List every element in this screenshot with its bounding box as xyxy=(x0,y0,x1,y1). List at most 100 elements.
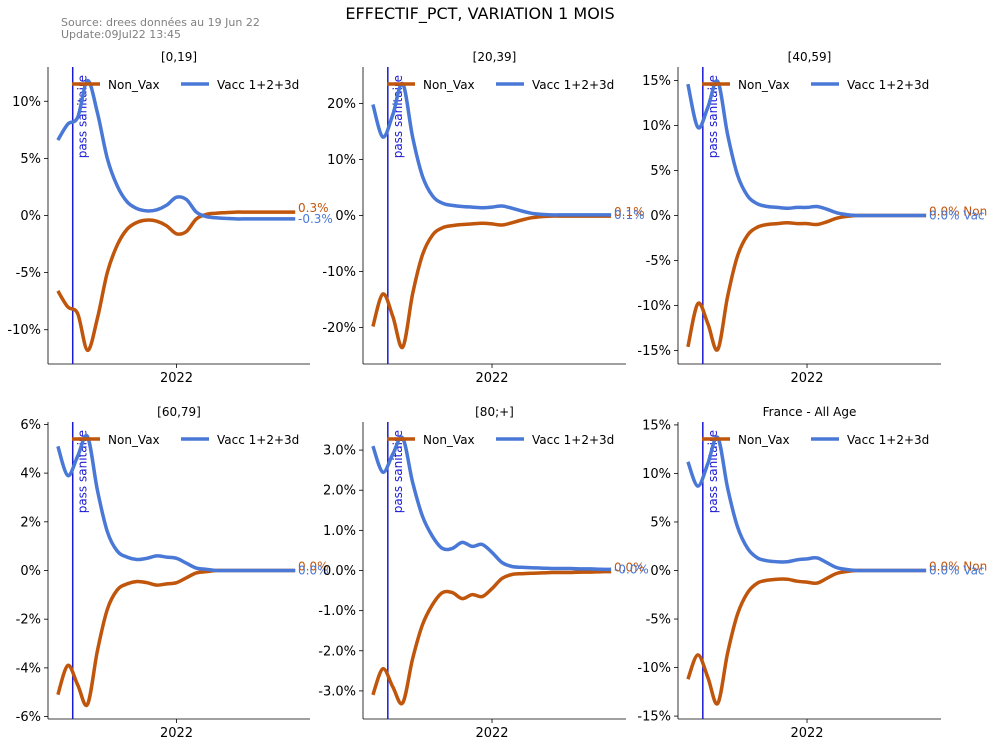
x-tick-label: 2022 xyxy=(790,726,823,741)
pass-sanitaire-label: pass sanitaire xyxy=(76,75,90,158)
end-label-vacc: 0.1% xyxy=(614,208,645,222)
end-label-non-vax: 0.3% xyxy=(298,201,329,215)
x-tick-label: 2022 xyxy=(160,371,193,386)
series-line-vacc xyxy=(371,435,612,572)
figure-title: EFFECTIF_PCT, VARIATION 1 MOIS xyxy=(345,4,615,23)
end-label-vacc: 0.0% xyxy=(298,564,329,578)
source-text: Source: drees données au 19 Jun 22 xyxy=(61,16,260,29)
y-tick-label: 15% xyxy=(642,74,671,89)
y-tick-label: -15% xyxy=(637,710,671,725)
y-tick-label: 2.0% xyxy=(323,484,356,499)
legend-label-non-vax: Non_Vax xyxy=(423,433,475,447)
y-tick-label: -15% xyxy=(637,344,671,359)
x-tick-label: 2022 xyxy=(160,726,193,741)
y-tick-label: 0.0% xyxy=(323,564,356,579)
y-tick-label: -2.0% xyxy=(318,644,356,659)
legend-label-vacc: Vacc 1+2+3d xyxy=(532,433,614,447)
subplot-title: [0,19] xyxy=(161,50,197,64)
end-label-vacc: -0.3% xyxy=(298,212,333,226)
end-label-vacc: 0.0% Vac xyxy=(929,209,985,223)
y-tick-label: 3.0% xyxy=(323,444,356,459)
y-tick-label: 20% xyxy=(327,97,356,112)
legend-label-non-vax: Non_Vax xyxy=(423,78,475,92)
y-tick-label: 5% xyxy=(650,164,671,179)
series-line-vacc xyxy=(56,78,296,221)
subplot-5: -3.0% -2.0% -1.0% 0.0% 1.0% 2.0% 3.0% 2022 [80;+… xyxy=(318,405,649,741)
y-tick-label: 0% xyxy=(20,564,41,579)
y-tick-label: 5% xyxy=(20,152,41,167)
legend-label-vacc: Vacc 1+2+3d xyxy=(532,78,614,92)
pass-sanitaire-label: pass sanitaire xyxy=(391,75,405,158)
series-line-vacc xyxy=(686,435,927,573)
legend-label-vacc: Vacc 1+2+3d xyxy=(217,433,299,447)
subplot-2: -20% -10% 0% 10% 20% 2022 [20,39] pass sanitair… xyxy=(322,50,644,386)
legend-label-vacc: Vacc 1+2+3d xyxy=(217,78,299,92)
y-tick-label: -10% xyxy=(637,299,671,314)
subplot-title: France - All Age xyxy=(763,405,857,419)
y-tick-label: 10% xyxy=(642,467,671,482)
y-tick-label: -3.0% xyxy=(318,684,356,699)
y-tick-label: -10% xyxy=(637,661,671,676)
subplot-title: [40,59] xyxy=(788,50,832,64)
y-tick-label: 2% xyxy=(20,515,41,530)
y-tick-label: -10% xyxy=(7,323,41,338)
y-tick-label: 15% xyxy=(642,418,671,433)
y-tick-label: 0% xyxy=(335,209,356,224)
y-tick-label: 10% xyxy=(642,119,671,134)
end-label-non-vax: 0.0% Non xyxy=(929,205,987,219)
end-label-non-vax: 0.0% Non xyxy=(929,560,987,574)
y-tick-label: 0% xyxy=(650,209,671,224)
end-label-vacc: 0.0% Vac xyxy=(929,564,985,578)
y-tick-label: -10% xyxy=(322,265,356,280)
series-line-non-vax xyxy=(686,568,927,706)
series-line-non-vax xyxy=(56,568,296,708)
pass-sanitaire-label: pass sanitaire xyxy=(706,75,720,158)
subplot-title: [20,39] xyxy=(473,50,517,64)
subplot-1: -10% -5% 0% 5% 10% 2022 [0,19] pass sanitaire 0.… xyxy=(7,50,332,386)
series-line-vacc xyxy=(56,433,296,573)
pass-sanitaire-label: pass sanitaire xyxy=(706,430,720,513)
y-tick-label: -4% xyxy=(16,661,41,676)
y-tick-label: 10% xyxy=(12,95,41,110)
x-tick-label: 2022 xyxy=(475,371,508,386)
legend-label-non-vax: Non_Vax xyxy=(738,433,790,447)
y-tick-label: 0% xyxy=(20,209,41,224)
series-line-non-vax xyxy=(371,214,612,350)
subplot-title: [60,79] xyxy=(157,405,201,419)
y-tick-label: -5% xyxy=(646,254,671,269)
legend-label-non-vax: Non_Vax xyxy=(108,78,160,92)
y-tick-label: -20% xyxy=(322,321,356,336)
y-tick-label: -5% xyxy=(16,266,41,281)
update-text: Update:09Jul22 13:45 xyxy=(61,28,182,41)
y-tick-label: 6% xyxy=(20,418,41,433)
end-label-non-vax: 0.0% xyxy=(298,560,329,574)
series-line-vacc xyxy=(371,81,612,217)
series-line-non-vax xyxy=(371,569,612,706)
y-tick-label: -5% xyxy=(646,613,671,628)
y-tick-label: 1.0% xyxy=(323,524,356,539)
end-label-non-vax: 0.0% xyxy=(614,561,645,575)
y-tick-label: -2% xyxy=(16,613,41,628)
end-label-non-vax: 0.1% xyxy=(614,205,645,219)
series-line-vacc xyxy=(686,79,927,218)
series-line-non-vax xyxy=(56,210,296,353)
subplot-3: -15% -10% -5% 0% 5% 10% 15% 2022 [40,59] pass san… xyxy=(637,50,987,386)
x-tick-label: 2022 xyxy=(790,371,823,386)
end-label-vacc: -0.0% xyxy=(614,562,649,576)
y-tick-label: -6% xyxy=(16,710,41,725)
subplot-4: -6%-4%-2%0%2%4%6%2022[60,79]pass sanitai… xyxy=(16,405,329,741)
series-line-non-vax xyxy=(686,213,927,352)
legend-label-non-vax: Non_Vax xyxy=(738,78,790,92)
x-tick-label: 2022 xyxy=(475,726,508,741)
legend-label-non-vax: Non_Vax xyxy=(108,433,160,447)
y-tick-label: 4% xyxy=(20,467,41,482)
y-tick-label: 5% xyxy=(650,515,671,530)
subplot-6: -15% -10% -5% 0% 5% 10% 15% 2022 France - All Ag… xyxy=(637,405,987,741)
y-tick-label: -1.0% xyxy=(318,604,356,619)
subplot-title: [80;+] xyxy=(475,405,514,419)
legend-label-vacc: Vacc 1+2+3d xyxy=(847,433,929,447)
y-tick-label: 0% xyxy=(650,564,671,579)
legend-label-vacc: Vacc 1+2+3d xyxy=(847,78,929,92)
y-tick-label: 10% xyxy=(327,153,356,168)
